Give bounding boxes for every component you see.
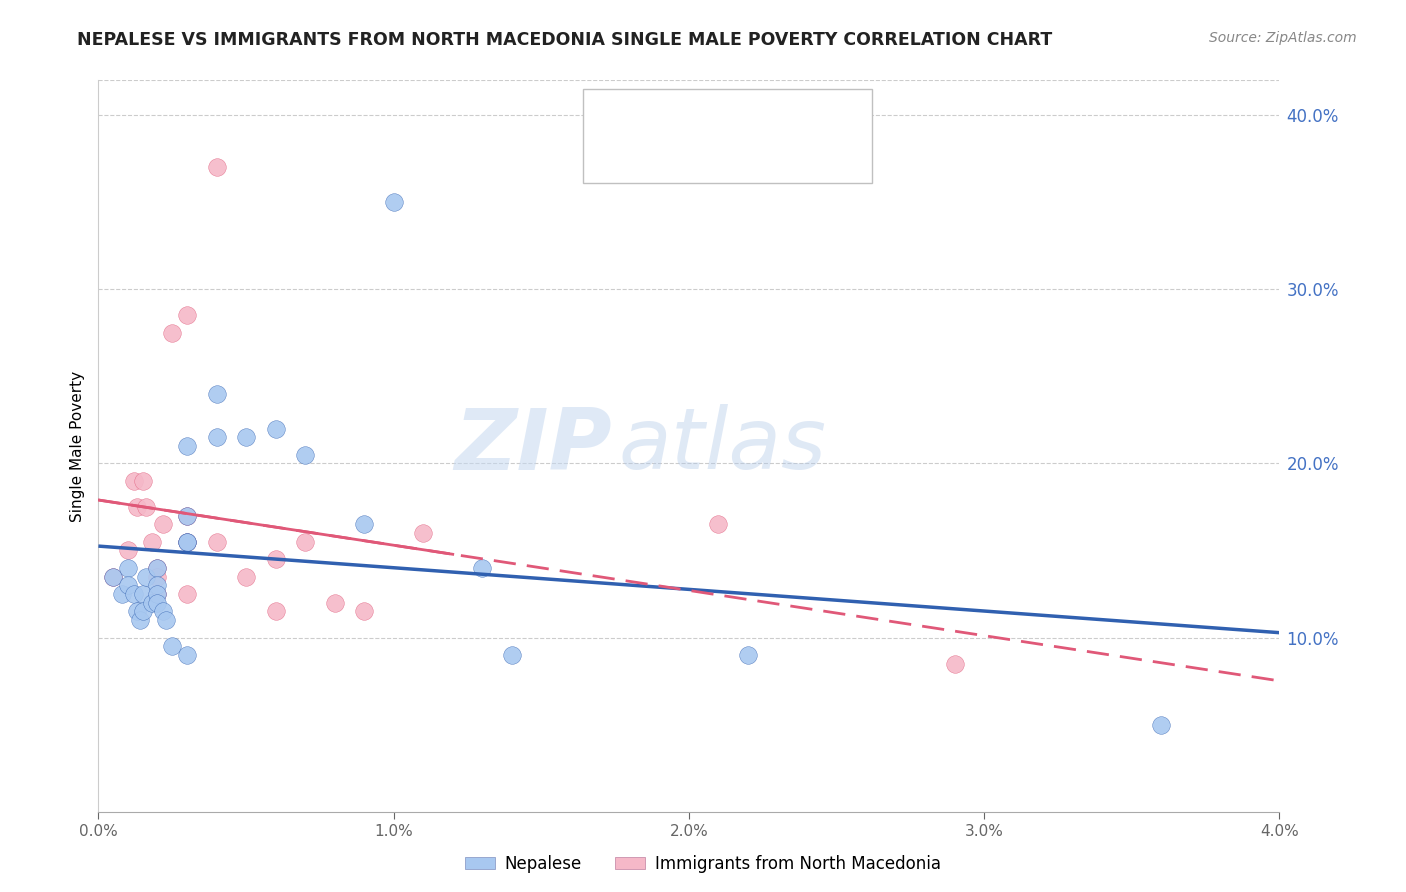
Point — [205, 430, 228, 444]
Point — [103, 569, 125, 583]
Point — [323, 596, 346, 610]
Point — [353, 517, 375, 532]
Point — [152, 517, 174, 532]
Point — [353, 604, 375, 618]
Text: -0.014: -0.014 — [672, 100, 731, 119]
Point — [1150, 717, 1173, 731]
Point — [412, 526, 434, 541]
Text: N =: N = — [734, 100, 770, 119]
Point — [176, 508, 198, 523]
Point — [132, 587, 155, 601]
Point — [264, 552, 287, 566]
Point — [737, 648, 759, 662]
Point — [125, 604, 148, 618]
Point — [162, 326, 183, 340]
Point — [128, 613, 150, 627]
Point — [117, 543, 139, 558]
Text: NEPALESE VS IMMIGRANTS FROM NORTH MACEDONIA SINGLE MALE POVERTY CORRELATION CHAR: NEPALESE VS IMMIGRANTS FROM NORTH MACEDO… — [77, 31, 1053, 49]
Point — [205, 161, 228, 175]
Point — [176, 508, 198, 523]
Text: -0.095: -0.095 — [672, 140, 731, 159]
Point — [146, 569, 169, 583]
Point — [235, 569, 257, 583]
Point — [471, 561, 494, 575]
Point — [146, 561, 169, 575]
Point — [135, 569, 157, 583]
Point — [132, 604, 155, 618]
Point — [294, 448, 316, 462]
Point — [117, 578, 139, 592]
Point — [176, 648, 198, 662]
Point — [132, 474, 155, 488]
Text: Source: ZipAtlas.com: Source: ZipAtlas.com — [1209, 31, 1357, 45]
Point — [176, 534, 198, 549]
Point — [122, 587, 145, 601]
Point — [176, 534, 198, 549]
Text: atlas: atlas — [619, 404, 827, 488]
Point — [103, 569, 125, 583]
Point — [176, 309, 198, 323]
Legend: Nepalese, Immigrants from North Macedonia: Nepalese, Immigrants from North Macedoni… — [458, 848, 948, 880]
Point — [176, 587, 198, 601]
Point — [501, 648, 523, 662]
Point — [146, 578, 169, 592]
Point — [162, 640, 183, 654]
Y-axis label: Single Male Poverty: Single Male Poverty — [69, 370, 84, 522]
Point — [707, 517, 730, 532]
Point — [141, 596, 163, 610]
Point — [125, 500, 148, 514]
Text: R =: R = — [641, 100, 678, 119]
Text: 34: 34 — [768, 100, 792, 119]
Point — [205, 534, 228, 549]
Point — [135, 500, 157, 514]
Point — [294, 534, 316, 549]
Point — [205, 386, 228, 401]
Point — [943, 657, 966, 671]
Point — [146, 561, 169, 575]
Point — [264, 604, 287, 618]
Text: 27: 27 — [768, 140, 792, 159]
Point — [176, 439, 198, 453]
Text: N =: N = — [734, 140, 770, 159]
Point — [155, 613, 177, 627]
Point — [146, 587, 169, 601]
Text: ZIP: ZIP — [454, 404, 612, 488]
Point — [152, 604, 174, 618]
Point — [264, 421, 287, 435]
Point — [111, 587, 134, 601]
Point — [176, 534, 198, 549]
Point — [122, 474, 145, 488]
Text: R =: R = — [641, 140, 678, 159]
Point — [146, 596, 169, 610]
Point — [141, 534, 163, 549]
Point — [146, 587, 169, 601]
Point — [382, 195, 405, 210]
Point — [235, 430, 257, 444]
Point — [117, 561, 139, 575]
